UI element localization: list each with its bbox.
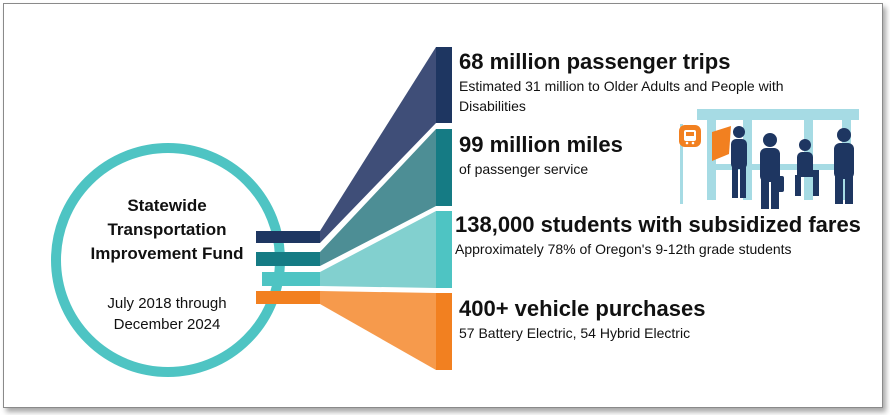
bar-vehicles bbox=[436, 293, 452, 370]
passenger-silhouettes bbox=[731, 126, 854, 209]
fan-trips bbox=[320, 47, 436, 243]
fund-title-line: Improvement Fund bbox=[90, 244, 244, 263]
stat-headline: 99 million miles bbox=[459, 132, 623, 157]
fund-dates-line: December 2024 bbox=[113, 316, 221, 333]
fan-students bbox=[320, 211, 436, 288]
stat-trips: 68 million passenger trips Estimated 31 … bbox=[459, 48, 829, 116]
bar-trips bbox=[436, 47, 452, 123]
stat-students: 138,000 students with subsidized fares A… bbox=[455, 211, 861, 259]
stat-detail: of passenger service bbox=[459, 161, 589, 177]
band-miles bbox=[256, 252, 320, 266]
stat-headline: 68 million passenger trips bbox=[459, 49, 731, 74]
band-students bbox=[262, 272, 320, 286]
fund-title-line: Statewide bbox=[127, 196, 207, 215]
stat-detail: Estimated 31 million to Older Adults and… bbox=[459, 78, 784, 114]
stat-detail: 57 Battery Electric, 54 Hybrid Electric bbox=[459, 325, 691, 341]
band-vehicles bbox=[256, 291, 320, 304]
stat-headline: 400+ vehicle purchases bbox=[459, 296, 706, 321]
fund-title-line: Transportation bbox=[107, 220, 227, 239]
fan-miles bbox=[320, 129, 436, 266]
fund-dates-line: July 2018 through bbox=[107, 295, 227, 312]
bus-stop-icon bbox=[679, 125, 701, 147]
fund-dates: July 2018 through December 2024 bbox=[72, 293, 262, 335]
fan-vehicles bbox=[320, 291, 436, 370]
bar-miles bbox=[436, 129, 452, 206]
fund-title: Statewide Transportation Improvement Fun… bbox=[72, 194, 262, 266]
stat-headline: 138,000 students with subsidized fares bbox=[455, 212, 861, 237]
bar-students bbox=[436, 211, 452, 288]
funnel-graphic bbox=[51, 47, 859, 377]
stat-vehicles: 400+ vehicle purchases 57 Battery Electr… bbox=[459, 295, 705, 343]
infographic-frame: Statewide Transportation Improvement Fun… bbox=[3, 3, 883, 408]
stat-miles: 99 million miles of passenger service bbox=[459, 131, 623, 179]
band-trips bbox=[256, 231, 320, 243]
stat-detail: Approximately 78% of Oregon's 9-12th gra… bbox=[455, 241, 792, 257]
